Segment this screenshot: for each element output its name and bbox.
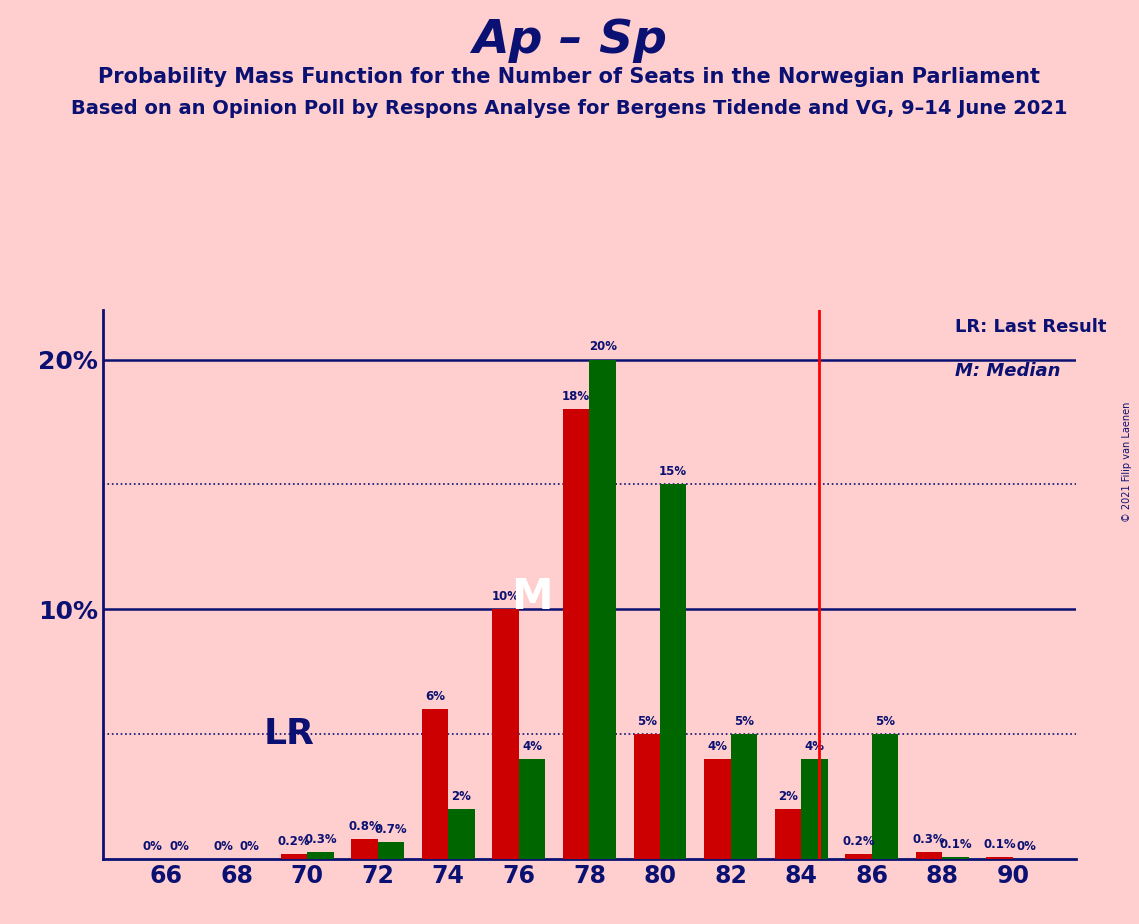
Text: 2%: 2% [451, 790, 472, 803]
Text: 4%: 4% [522, 740, 542, 753]
Text: 4%: 4% [707, 740, 728, 753]
Bar [421, 710, 449, 859]
Bar [775, 809, 801, 859]
Text: 0.1%: 0.1% [983, 837, 1016, 851]
Bar [916, 852, 942, 859]
Bar [801, 760, 828, 859]
Text: 0.3%: 0.3% [912, 833, 945, 845]
Text: 0%: 0% [213, 840, 233, 853]
Bar [449, 809, 475, 859]
Bar [942, 857, 969, 859]
Bar [730, 735, 757, 859]
Bar [704, 760, 730, 859]
Text: 4%: 4% [804, 740, 825, 753]
Bar [986, 857, 1013, 859]
Text: 0.7%: 0.7% [375, 822, 408, 835]
Text: 15%: 15% [659, 465, 687, 479]
Text: 2%: 2% [778, 790, 797, 803]
Text: M: M [511, 576, 552, 618]
Text: 0%: 0% [1016, 840, 1036, 853]
Bar [492, 610, 519, 859]
Text: M: Median: M: Median [954, 362, 1060, 380]
Text: 0%: 0% [170, 840, 189, 853]
Text: 0%: 0% [142, 840, 163, 853]
Text: 0.8%: 0.8% [349, 821, 380, 833]
Bar [351, 839, 378, 859]
Text: 5%: 5% [734, 715, 754, 728]
Text: 5%: 5% [875, 715, 895, 728]
Bar [378, 842, 404, 859]
Text: 0.2%: 0.2% [842, 835, 875, 848]
Text: Ap – Sp: Ap – Sp [472, 18, 667, 64]
Text: Based on an Opinion Poll by Respons Analyse for Bergens Tidende and VG, 9–14 Jun: Based on an Opinion Poll by Respons Anal… [72, 99, 1067, 118]
Text: 6%: 6% [425, 690, 445, 703]
Text: 0.1%: 0.1% [940, 837, 972, 851]
Bar [563, 409, 590, 859]
Text: © 2021 Filip van Laenen: © 2021 Filip van Laenen [1122, 402, 1132, 522]
Text: 0.2%: 0.2% [278, 835, 310, 848]
Text: 0.3%: 0.3% [304, 833, 337, 845]
Bar [633, 735, 659, 859]
Bar [519, 760, 546, 859]
Text: LR: LR [264, 717, 316, 751]
Text: 0%: 0% [240, 840, 260, 853]
Bar [845, 855, 871, 859]
Bar [871, 735, 899, 859]
Bar [590, 359, 616, 859]
Bar [308, 852, 334, 859]
Text: 18%: 18% [563, 390, 590, 403]
Text: LR: Last Result: LR: Last Result [954, 318, 1106, 335]
Bar [280, 855, 308, 859]
Text: Probability Mass Function for the Number of Seats in the Norwegian Parliament: Probability Mass Function for the Number… [98, 67, 1041, 87]
Text: 5%: 5% [637, 715, 657, 728]
Text: 20%: 20% [589, 340, 616, 353]
Bar [659, 484, 687, 859]
Text: 10%: 10% [492, 590, 519, 603]
